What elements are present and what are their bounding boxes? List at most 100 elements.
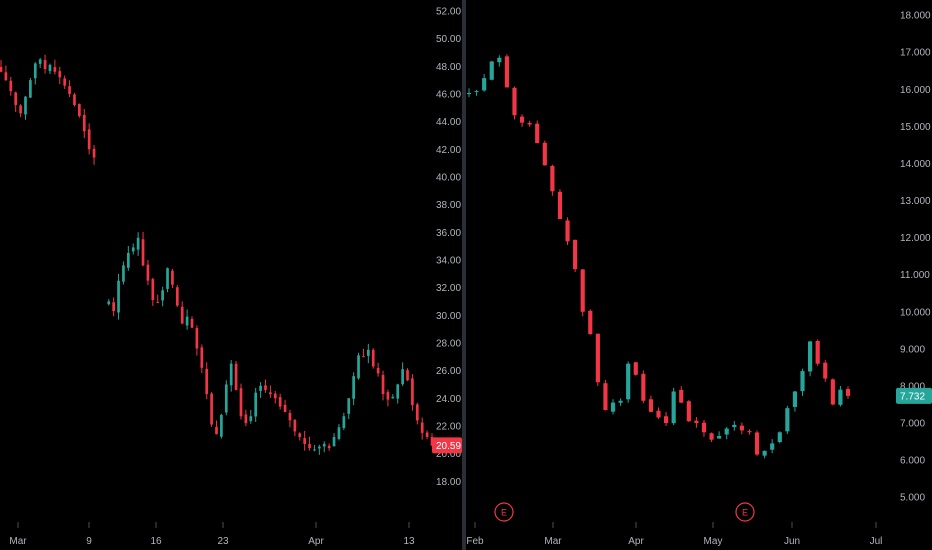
price-axis-tick: 30.00 bbox=[436, 311, 461, 322]
candle-body bbox=[770, 443, 775, 450]
earnings-marker-icon[interactable] bbox=[735, 502, 755, 522]
candle-body bbox=[762, 450, 767, 456]
candle-body bbox=[724, 428, 729, 435]
price-axis-tick: 42.00 bbox=[436, 145, 461, 156]
candle-body bbox=[580, 269, 585, 312]
candle-body bbox=[754, 432, 760, 455]
candle-body bbox=[82, 114, 86, 132]
candle-body bbox=[68, 86, 71, 94]
candle-body bbox=[337, 427, 341, 439]
candle-body bbox=[371, 349, 375, 367]
candle-body bbox=[146, 264, 150, 281]
candle-body bbox=[239, 388, 243, 417]
time-axis-tick: 23 bbox=[217, 536, 229, 547]
last-price-badge bbox=[896, 387, 932, 404]
candle-body bbox=[386, 392, 390, 400]
price-axis-tick: 9.000 bbox=[900, 344, 925, 355]
candle-body bbox=[322, 443, 326, 447]
price-axis-tick: 15.000 bbox=[900, 122, 931, 133]
price-axis-tick: 10.000 bbox=[900, 307, 931, 318]
price-axis-tick: 50.00 bbox=[436, 34, 461, 45]
candle-body bbox=[318, 446, 321, 449]
candle-body bbox=[288, 412, 292, 421]
candle-body bbox=[107, 301, 111, 305]
candle-body bbox=[352, 376, 355, 399]
pane-divider[interactable] bbox=[462, 0, 466, 550]
candle-body bbox=[122, 265, 125, 282]
candle-body bbox=[717, 435, 722, 439]
candle-body bbox=[156, 301, 160, 303]
candle-body bbox=[641, 373, 646, 401]
candle-body bbox=[151, 279, 155, 301]
candle-body bbox=[701, 422, 707, 433]
candle-body bbox=[519, 116, 525, 123]
price-axis-tick: 36.00 bbox=[436, 228, 461, 239]
candle-body bbox=[381, 374, 385, 395]
candle-body bbox=[298, 433, 302, 437]
candle-body bbox=[411, 378, 414, 406]
candle-body bbox=[535, 123, 540, 144]
left-chart-pane[interactable]: 52.00 50.00 48.00 46.00 44.00 42.00 40.00 38.00… bbox=[0, 0, 462, 550]
left-candlestick-chart[interactable]: 52.00 50.00 48.00 46.00 44.00 42.00 40.00 38.00… bbox=[0, 0, 462, 550]
candle-body bbox=[557, 191, 563, 220]
price-axis-tick: 7.000 bbox=[900, 419, 925, 430]
price-axis-tick: 34.00 bbox=[436, 255, 461, 266]
candle-body bbox=[663, 416, 669, 424]
candle-body bbox=[603, 383, 608, 411]
candle-body bbox=[845, 389, 851, 396]
candle-body bbox=[482, 78, 487, 91]
candle-body bbox=[466, 92, 472, 95]
price-axis-tick: 40.00 bbox=[436, 172, 461, 183]
earnings-marker-label: E bbox=[742, 508, 748, 518]
right-candlestick-chart[interactable]: 18.000 17.000 16.000 15.000 14.000 13.000 12.0… bbox=[466, 0, 932, 550]
earnings-marker-icon[interactable] bbox=[494, 502, 514, 522]
candle-body bbox=[215, 426, 218, 435]
candle-body bbox=[269, 392, 272, 395]
candle-body bbox=[550, 165, 555, 192]
candle-body bbox=[112, 302, 115, 312]
candle-body bbox=[38, 59, 42, 64]
candle-body bbox=[171, 270, 174, 285]
time-axis-tick: May bbox=[704, 536, 723, 547]
earnings-marker-label: E bbox=[501, 508, 507, 518]
candle-body bbox=[709, 433, 714, 440]
candle-body bbox=[406, 370, 409, 381]
candle-body bbox=[686, 401, 691, 422]
candle-body bbox=[656, 410, 661, 418]
time-axis-tick: Mar bbox=[544, 536, 562, 547]
candle-body bbox=[126, 253, 130, 268]
candle-body bbox=[53, 67, 57, 72]
time-axis-tick: Jun bbox=[784, 536, 800, 547]
last-price-label: 7.732 bbox=[900, 391, 925, 402]
right-chart-pane[interactable]: 18.000 17.000 16.000 15.000 14.000 13.000 12.0… bbox=[466, 0, 932, 550]
candle-body bbox=[830, 379, 835, 405]
price-axis-tick: 11.000 bbox=[900, 270, 930, 281]
candle-body bbox=[362, 356, 365, 358]
time-axis-tick: Jul bbox=[870, 536, 883, 547]
candle-body bbox=[244, 414, 248, 424]
candle-body bbox=[259, 385, 262, 391]
candle-body bbox=[87, 129, 91, 150]
last-price-label: 20.59 bbox=[436, 441, 461, 452]
candle-body bbox=[357, 355, 360, 379]
candle-body bbox=[747, 431, 752, 433]
candle-body bbox=[401, 369, 404, 385]
candle-body bbox=[595, 333, 600, 383]
price-axis-tick: 32.00 bbox=[436, 283, 461, 294]
price-axis-tick: 8.000 bbox=[900, 381, 925, 392]
candle-body bbox=[308, 444, 311, 449]
candle-body bbox=[792, 391, 798, 407]
candle-body bbox=[249, 416, 253, 422]
candle-body bbox=[391, 396, 395, 399]
candle-body bbox=[648, 399, 654, 412]
candle-body bbox=[24, 96, 27, 115]
candle-body bbox=[229, 363, 233, 386]
last-price-badge bbox=[432, 437, 462, 454]
candle-body bbox=[808, 341, 813, 372]
candle-body bbox=[512, 87, 517, 116]
candle-body bbox=[497, 57, 502, 63]
candle-body bbox=[626, 363, 631, 400]
candle-body bbox=[4, 72, 8, 81]
time-axis-tick: 16 bbox=[150, 536, 162, 547]
candle-body bbox=[739, 425, 744, 431]
